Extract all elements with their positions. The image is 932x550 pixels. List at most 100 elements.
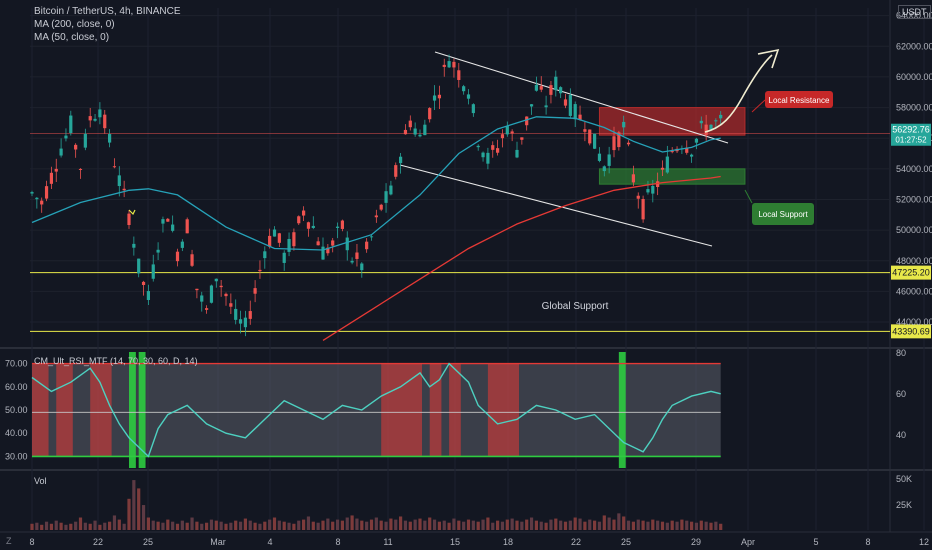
local-resistance-label: Local Resistance	[769, 96, 830, 105]
last-price-tag	[891, 123, 931, 146]
candle-body	[345, 237, 349, 251]
candle-body	[190, 254, 194, 266]
volume-bar	[384, 521, 388, 530]
rsi-overbought-band	[56, 363, 73, 457]
volume-bar	[326, 518, 330, 530]
time-tick-label: 22	[571, 537, 581, 547]
candle-body	[263, 251, 267, 259]
volume-bar	[432, 519, 437, 530]
candle-body	[583, 129, 587, 132]
rsi-overbought-band	[90, 363, 112, 457]
candle-body	[437, 94, 441, 99]
candle-body	[656, 181, 660, 188]
candle-body	[505, 126, 509, 135]
candle-body	[646, 189, 650, 193]
candle-body	[209, 285, 214, 303]
candle-body	[462, 86, 466, 92]
volume-bar	[685, 520, 689, 530]
candle-body	[93, 118, 97, 121]
ma50-legend[interactable]: MA (50, close, 0)	[34, 32, 110, 43]
rsi-title: CM_Ult_RSI_MTF (14, 70, 30, 60, D, 14)	[34, 356, 198, 366]
candle-body	[253, 288, 257, 294]
candle-body	[161, 219, 165, 224]
descending-channel[interactable]	[399, 51, 729, 247]
volume-bar	[365, 521, 369, 530]
volume-bar	[578, 518, 582, 530]
volume-bar	[306, 516, 311, 530]
candle-body	[122, 188, 126, 191]
volume-bar	[714, 521, 718, 530]
candle-body	[78, 168, 83, 170]
volume-bar	[660, 521, 665, 530]
candle-body	[340, 220, 344, 229]
candle-body	[500, 134, 505, 139]
volume-bar	[607, 517, 611, 530]
volume-bar	[486, 517, 490, 530]
volume-bar	[292, 523, 296, 530]
currency-badge[interactable]: USDT	[898, 5, 931, 19]
candle-body	[597, 153, 602, 161]
rsi-right-tick-label: 40	[896, 430, 906, 440]
candle-body	[306, 222, 311, 229]
volume-bar	[355, 518, 359, 530]
level-price-tag	[891, 265, 931, 280]
candle-body	[374, 215, 378, 218]
volume-bar	[224, 523, 228, 530]
candle-body	[510, 131, 514, 134]
volume-bar	[680, 519, 684, 530]
candle-body	[258, 269, 262, 272]
volume-bar	[205, 522, 209, 530]
level-price-label: 47225.20	[892, 268, 930, 278]
volume-bar	[719, 523, 723, 530]
candle-body	[573, 104, 577, 120]
candle-body	[602, 166, 606, 172]
time-tick-label: 29	[691, 537, 701, 547]
candle-body	[394, 165, 398, 177]
volume-bar	[491, 522, 495, 530]
candle-body	[685, 147, 689, 153]
rsi-line	[31, 362, 721, 458]
candle-body	[636, 195, 640, 199]
volume-bar	[651, 519, 655, 530]
candle-body	[423, 124, 427, 136]
candle-body	[108, 134, 112, 143]
symbol-title[interactable]: Bitcoin / TetherUS, 4h, BINANCE	[34, 6, 181, 17]
volume-bar	[593, 520, 597, 530]
volume-bar	[297, 520, 301, 530]
countdown-label: 01:27:52	[895, 136, 927, 145]
candles-layer	[30, 54, 723, 337]
candle-body	[54, 168, 58, 172]
time-tick-label: 8	[865, 537, 870, 547]
arrow-head-icon	[757, 48, 780, 69]
volume-bar	[141, 505, 146, 530]
candle-body	[413, 128, 417, 135]
volume-bar	[646, 521, 650, 530]
candle-body	[238, 319, 243, 324]
volume-bar	[447, 522, 451, 530]
candle-body	[476, 145, 480, 148]
candle-body	[471, 104, 475, 114]
candle-body	[112, 166, 117, 168]
volume-bar	[44, 521, 49, 530]
rsi-right-tick-label: 80	[896, 348, 906, 358]
volume-bar	[442, 520, 446, 530]
candle-body	[166, 218, 170, 222]
volume-bar	[40, 524, 44, 530]
volume-bar	[549, 519, 553, 530]
candle-body	[399, 156, 403, 164]
volume-bar	[699, 520, 703, 530]
candle-body	[403, 129, 408, 135]
candle-body	[219, 285, 223, 288]
volume-bar	[636, 519, 640, 530]
volume-bar	[466, 519, 471, 530]
volume-bar	[98, 524, 102, 530]
volume-bar	[394, 519, 398, 530]
rsi-band-fill	[32, 363, 721, 457]
volume-bar	[622, 516, 626, 530]
zoom-icon[interactable]: Z	[6, 536, 12, 546]
candle-body	[578, 114, 582, 120]
candle-body	[175, 251, 180, 262]
ma200-legend[interactable]: MA (200, close, 0)	[34, 19, 115, 30]
volume-bar	[418, 518, 422, 530]
